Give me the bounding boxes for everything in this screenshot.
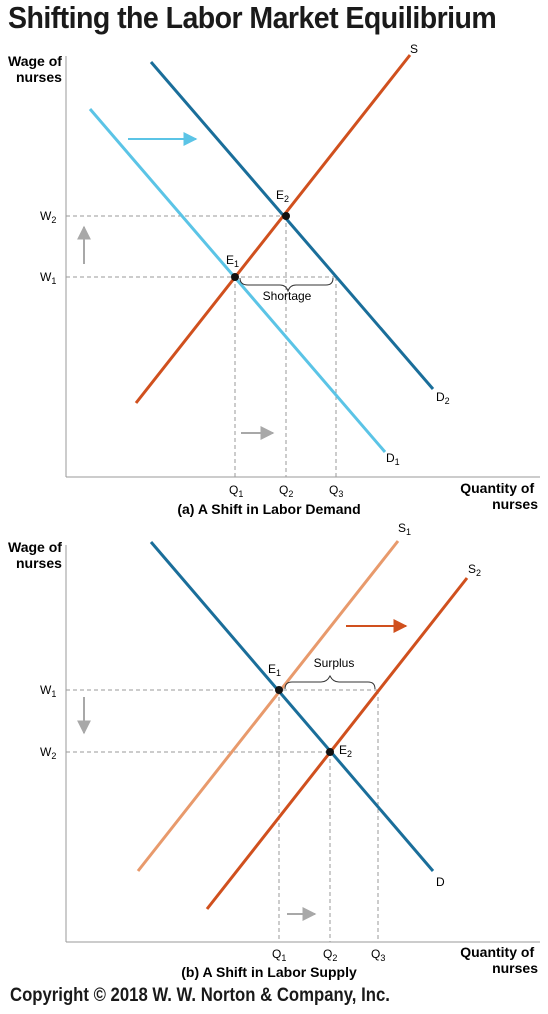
panel-b-q1-label: Q1 bbox=[272, 947, 286, 963]
panel-b-caption: (b) A Shift in Labor Supply bbox=[181, 964, 357, 980]
panel-b-surplus-label: Surplus bbox=[314, 656, 355, 670]
panel-a-demand-d1-curve bbox=[88, 108, 387, 453]
panel-a-demand-d2-curve bbox=[149, 61, 435, 390]
panel-a: Wage of nurses Quantity of nurses Shorta… bbox=[8, 42, 540, 517]
panel-b: Wage of nurses Quantity of nurses Surplu… bbox=[8, 521, 540, 980]
panel-a-point-e1 bbox=[231, 273, 239, 281]
panel-a-caption: (a) A Shift in Labor Demand bbox=[177, 501, 360, 517]
panel-a-d1-label: D1 bbox=[386, 451, 400, 467]
panel-b-y-axis-label: Wage of nurses bbox=[8, 539, 66, 571]
panel-a-y-axis-label: Wage of nurses bbox=[8, 53, 66, 85]
panel-b-d-label: D bbox=[436, 875, 445, 889]
panel-b-w2-label: W2 bbox=[40, 745, 56, 761]
panel-b-guides bbox=[66, 689, 379, 942]
panel-b-s2-label: S2 bbox=[468, 562, 481, 578]
panel-a-q1-label: Q1 bbox=[229, 483, 243, 499]
panel-a-x-axis-label: Quantity of nurses bbox=[460, 480, 538, 512]
panel-b-demand-curve bbox=[149, 541, 435, 872]
panel-a-q2-label: Q2 bbox=[279, 483, 293, 499]
panel-b-point-e1 bbox=[275, 686, 283, 694]
panel-a-s-label: S bbox=[410, 42, 418, 56]
panel-a-shortage-brace bbox=[239, 277, 334, 293]
panel-b-e1-label: E1 bbox=[268, 662, 281, 678]
page-title: Shifting the Labor Market Equilibrium bbox=[8, 0, 497, 35]
panel-b-supply-s1-curve bbox=[136, 540, 400, 872]
panel-b-w1-label: W1 bbox=[40, 683, 56, 699]
panel-b-x-axis-label: Quantity of nurses bbox=[460, 944, 538, 976]
panel-b-q3-label: Q3 bbox=[371, 947, 385, 963]
panel-a-shortage-label: Shortage bbox=[263, 289, 312, 303]
panel-a-w1-label: W1 bbox=[40, 270, 56, 286]
panel-a-w2-label: W2 bbox=[40, 209, 56, 225]
panel-a-d2-label: D2 bbox=[436, 390, 450, 406]
copyright-notice: Copyright © 2018 W. W. Norton & Company,… bbox=[10, 985, 390, 1006]
panel-b-q2-label: Q2 bbox=[323, 947, 337, 963]
panel-a-supply-curve bbox=[134, 54, 412, 404]
panel-a-e1-label: E1 bbox=[226, 253, 239, 269]
panel-b-supply-s2-curve bbox=[205, 577, 469, 910]
panel-a-e2-label: E2 bbox=[276, 188, 289, 204]
panel-b-s1-label: S1 bbox=[398, 521, 411, 537]
panel-b-e2-label: E2 bbox=[339, 743, 352, 759]
panel-a-q3-label: Q3 bbox=[329, 483, 343, 499]
panel-b-surplus-brace bbox=[284, 674, 376, 690]
panel-a-point-e2 bbox=[282, 212, 290, 220]
panel-b-point-e2 bbox=[326, 748, 334, 756]
panel-a-guides bbox=[66, 215, 337, 477]
